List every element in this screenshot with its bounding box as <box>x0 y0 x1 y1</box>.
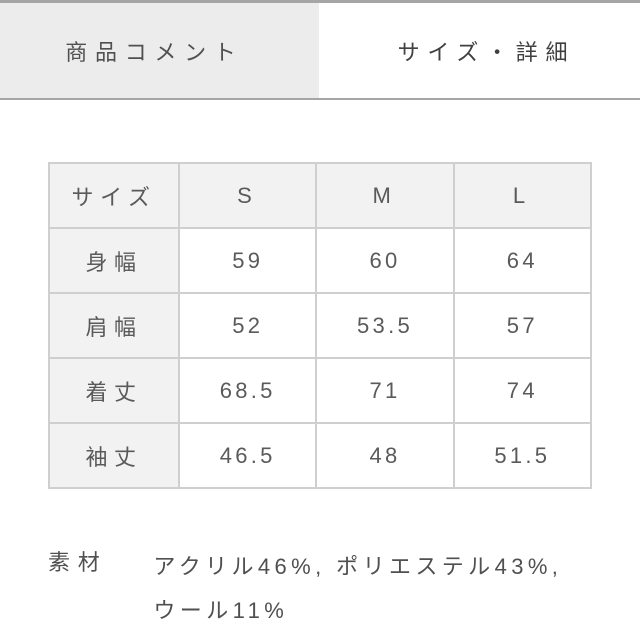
tabs-row: 商品コメント サイズ・詳細 <box>0 3 640 100</box>
cell: 60 <box>316 228 453 293</box>
cell: 48 <box>316 423 453 488</box>
cell: 51.5 <box>454 423 591 488</box>
cell: 71 <box>316 358 453 423</box>
th-size-m: M <box>316 163 453 228</box>
cell: 46.5 <box>179 423 316 488</box>
material-line2: ウール11% <box>153 598 288 623</box>
cell: 53.5 <box>316 293 453 358</box>
cell: 64 <box>454 228 591 293</box>
tab-content-area: サイズ S M L 身幅 59 60 64 肩幅 52 53.5 57 着丈 6… <box>0 100 640 633</box>
material-value: アクリル46%, ポリエステル43%, ウール11% <box>153 545 562 633</box>
row-label: 袖丈 <box>49 423 179 488</box>
cell: 52 <box>179 293 316 358</box>
tab-product-comment[interactable]: 商品コメント <box>0 3 319 98</box>
material-line1: アクリル46%, ポリエステル43%, <box>153 554 562 579</box>
size-table: サイズ S M L 身幅 59 60 64 肩幅 52 53.5 57 着丈 6… <box>48 162 592 489</box>
tab-size-details[interactable]: サイズ・詳細 <box>333 3 640 98</box>
cell: 68.5 <box>179 358 316 423</box>
table-row: 肩幅 52 53.5 57 <box>49 293 591 358</box>
cell: 74 <box>454 358 591 423</box>
table-header-row: サイズ S M L <box>49 163 591 228</box>
cell: 59 <box>179 228 316 293</box>
material-label: 素材 <box>48 545 153 577</box>
material-section: 素材 アクリル46%, ポリエステル43%, ウール11% <box>48 545 592 633</box>
th-size-label: サイズ <box>49 163 179 228</box>
th-size-s: S <box>179 163 316 228</box>
row-label: 肩幅 <box>49 293 179 358</box>
table-row: 袖丈 46.5 48 51.5 <box>49 423 591 488</box>
table-row: 身幅 59 60 64 <box>49 228 591 293</box>
cell: 57 <box>454 293 591 358</box>
row-label: 身幅 <box>49 228 179 293</box>
th-size-l: L <box>454 163 591 228</box>
row-label: 着丈 <box>49 358 179 423</box>
table-row: 着丈 68.5 71 74 <box>49 358 591 423</box>
